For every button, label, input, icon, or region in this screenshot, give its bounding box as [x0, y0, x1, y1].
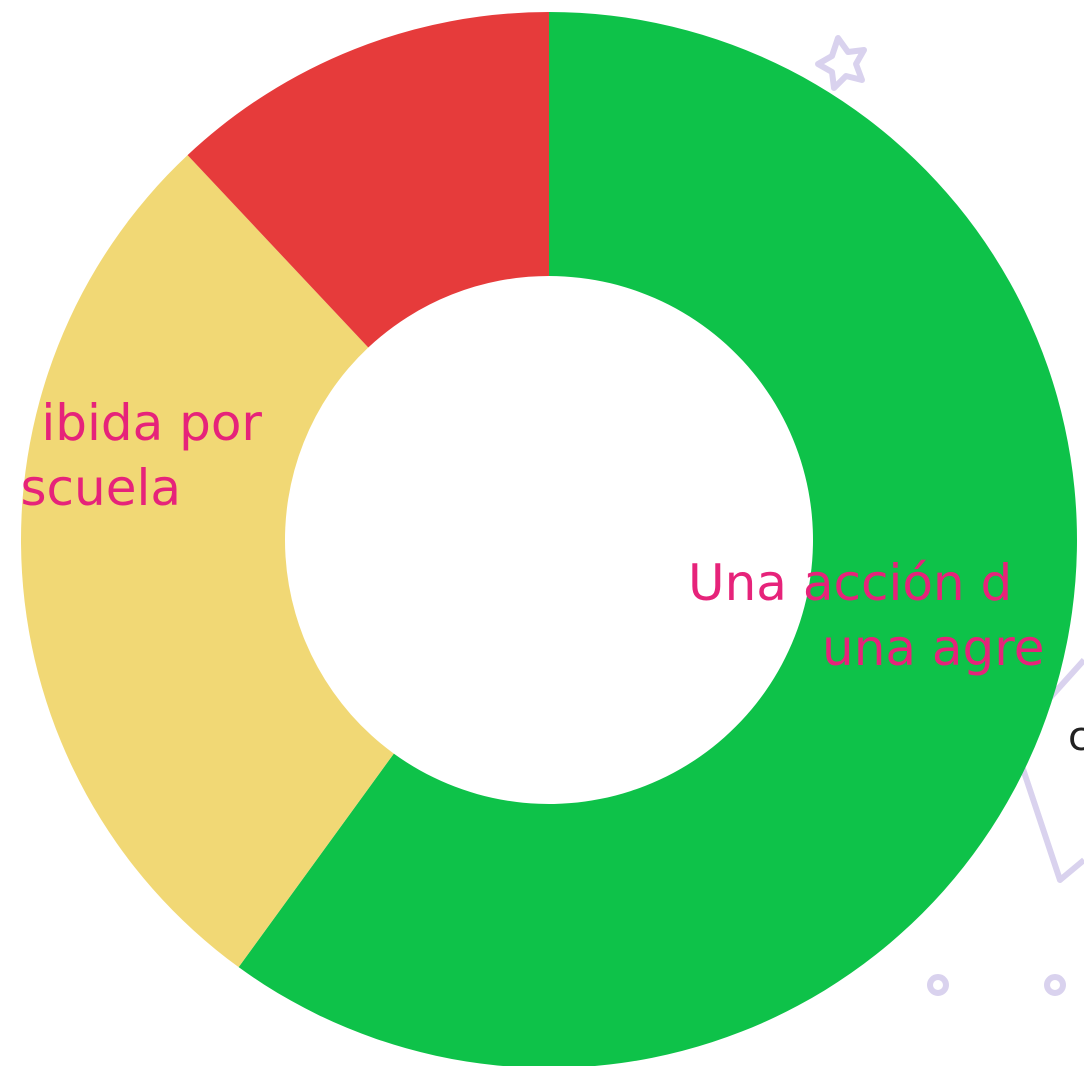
dot-icon	[1044, 974, 1066, 996]
slices	[20, 12, 1077, 1066]
star-icon	[815, 35, 867, 91]
annotation-line: una agre	[822, 619, 1045, 677]
dot-icon	[927, 974, 949, 996]
slice	[20, 155, 394, 968]
annotation-line: Una acción d	[688, 554, 1012, 612]
slice	[238, 12, 1077, 1066]
labels: ibida por scuela Una acción d una agre c	[20, 394, 1084, 760]
annotation-line: scuela	[20, 459, 181, 517]
annotation-line: c	[1068, 714, 1084, 760]
annotation-line: ibida por	[41, 394, 262, 452]
slice	[187, 12, 549, 348]
